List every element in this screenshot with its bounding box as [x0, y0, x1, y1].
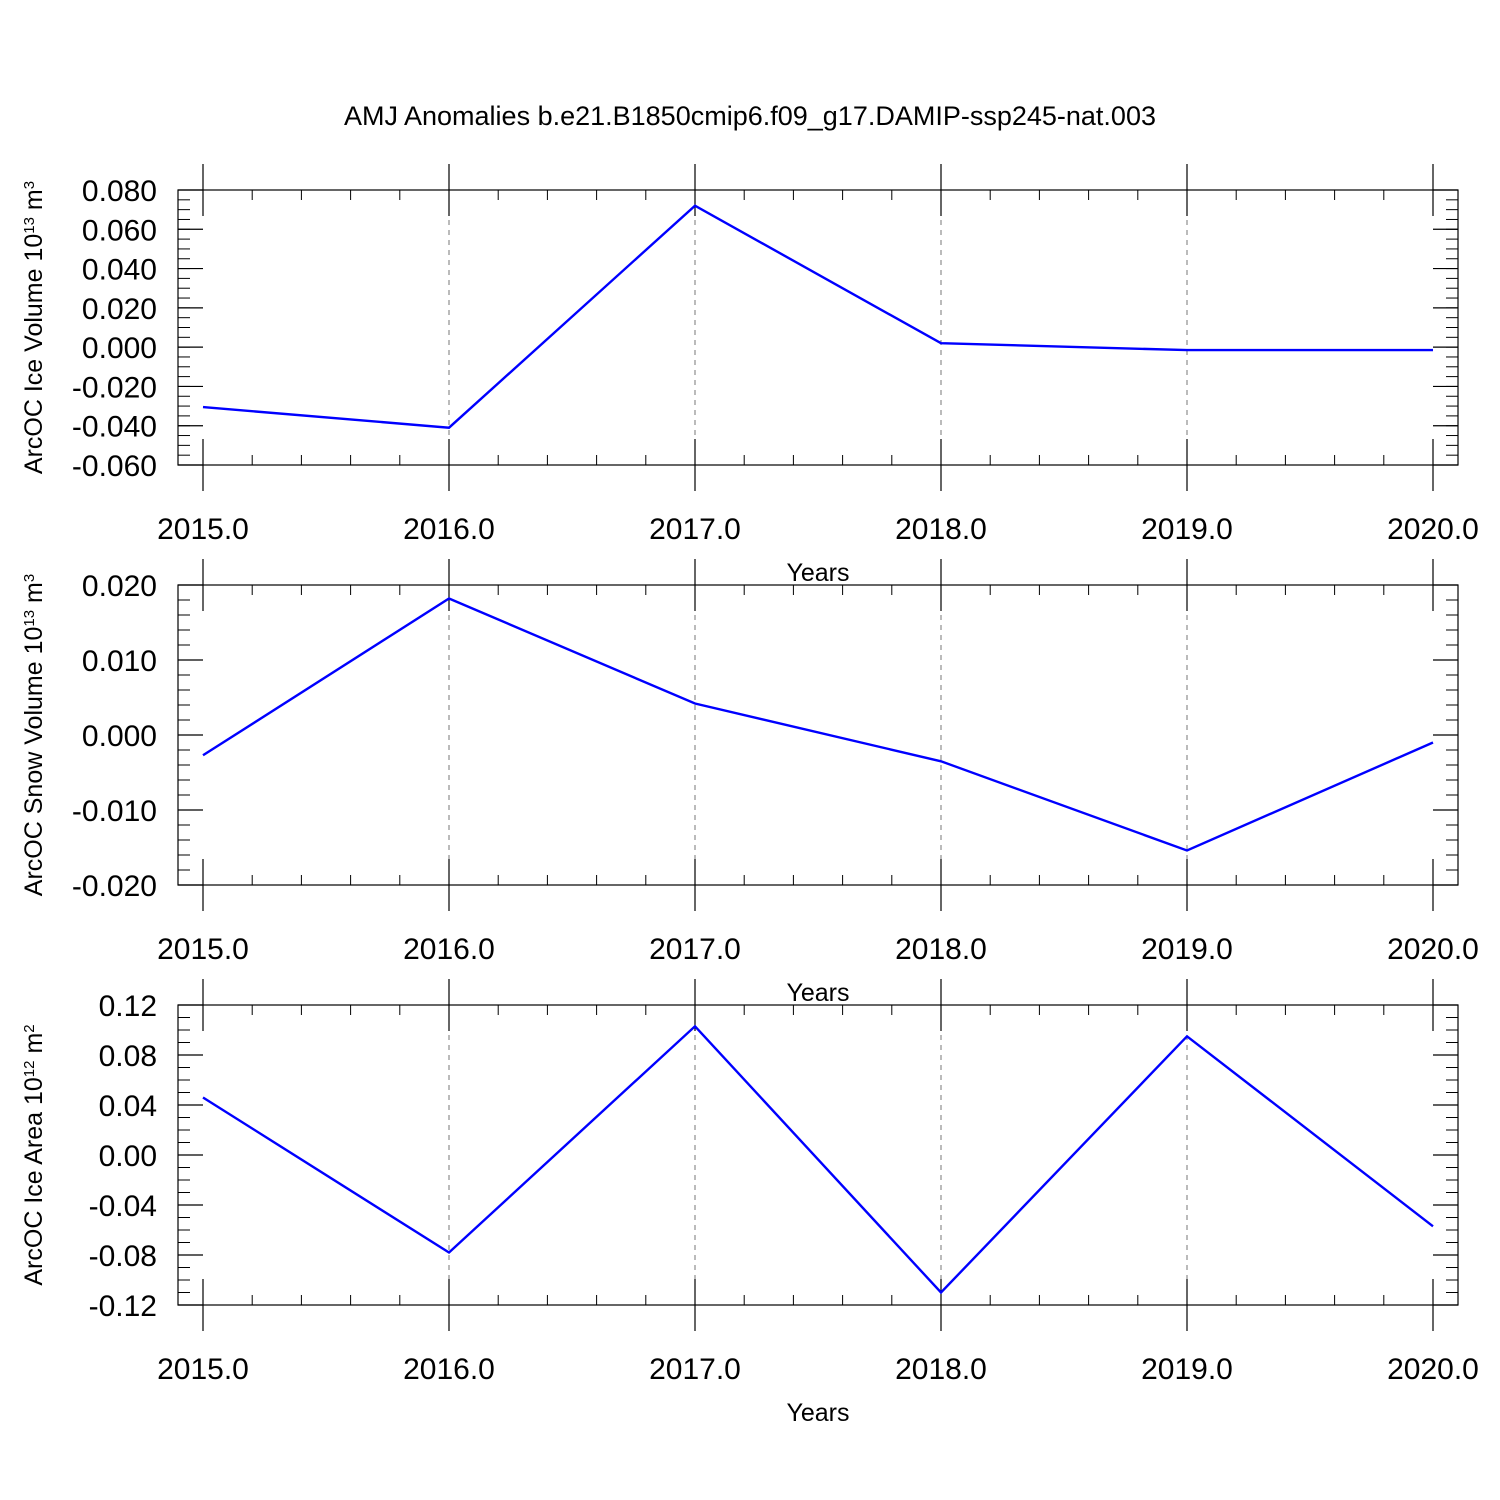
y-tick-label: 0.08 [99, 1040, 157, 1073]
y-axis-label-text: m [20, 189, 48, 217]
y-tick-label: 0.020 [82, 570, 157, 603]
series-line [202, 597, 1434, 852]
x-tick-label: 2019.0 [1141, 513, 1233, 546]
y-tick-label: 0.020 [82, 293, 157, 326]
y-axis-label-superscript: 13 [21, 217, 38, 234]
x-tick-label: 2020.0 [1387, 1353, 1479, 1386]
y-tick-label: 0.080 [82, 175, 157, 208]
x-axis-label: Years [786, 559, 849, 587]
x-tick-label: 2018.0 [895, 933, 987, 966]
x-tick-label: 2017.0 [649, 1353, 741, 1386]
figure-title: AMJ Anomalies b.e21.B1850cmip6.f09_g17.D… [344, 101, 1156, 131]
y-tick-label: -0.010 [72, 795, 157, 828]
y-axis-label-text: m [20, 1033, 48, 1061]
y-tick-label: 0.12 [99, 990, 157, 1023]
y-axis-label-text: ArcOC Snow Volume 10 [20, 627, 48, 897]
y-axis-label-superscript: 2 [21, 1024, 38, 1032]
y-axis-label-superscript: 3 [21, 574, 38, 582]
x-tick-label: 2016.0 [403, 1353, 495, 1386]
y-axis-label: ArcOC Snow Volume 1013 m3 [20, 574, 48, 896]
series-line [202, 204, 1433, 429]
y-tick-label: 0.060 [82, 214, 157, 247]
y-axis-label: ArcOC Ice Volume 1013 m3 [20, 181, 48, 474]
y-axis-label-superscript: 13 [21, 610, 38, 627]
y-axis-label-superscript: 3 [21, 181, 38, 189]
panel-2: 2015.0 2016.0 2017.0 2018.0 2019.0 2020.0 -0.0… [20, 559, 1479, 1007]
y-tick-label: -0.12 [89, 1290, 157, 1323]
x-axis-label: Years [786, 979, 849, 1007]
y-axis-label-superscript: 12 [21, 1061, 38, 1078]
x-tick-label: 2018.0 [895, 1353, 987, 1386]
x-axis-label: Years [786, 1399, 849, 1427]
series-line [202, 1024, 1434, 1295]
y-axis-label-text: ArcOC Ice Area 10 [20, 1077, 48, 1285]
y-tick-label: 0.010 [82, 645, 157, 678]
y-tick-label: 0.000 [82, 720, 157, 753]
y-tick-label: 0.040 [82, 254, 157, 287]
y-tick-label: -0.04 [89, 1190, 157, 1223]
y-axis-label-text: m [20, 582, 48, 610]
y-tick-label: 0.000 [82, 332, 157, 365]
y-tick-label: 0.00 [99, 1140, 157, 1173]
y-tick-label: -0.020 [72, 870, 157, 903]
x-tick-label: 2015.0 [157, 513, 249, 546]
y-axis-label: ArcOC Ice Area 1012 m2 [20, 1024, 48, 1285]
x-tick-label: 2019.0 [1141, 1353, 1233, 1386]
x-tick-label: 2015.0 [157, 933, 249, 966]
panel-3: 2015.0 2016.0 2017.0 2018.0 2019.0 2020.0 -0.1… [20, 979, 1479, 1427]
panels: 2015.0 2016.0 2017.0 2018.0 2019.0 2020.0 -0.0… [20, 164, 1479, 1427]
panel-1: 2015.0 2016.0 2017.0 2018.0 2019.0 2020.0 -0.0… [20, 164, 1479, 587]
x-tick-label: 2016.0 [403, 933, 495, 966]
y-axis-label-text: ArcOC Ice Volume 10 [20, 234, 48, 474]
x-tick-label: 2015.0 [157, 1353, 249, 1386]
x-tick-label: 2017.0 [649, 933, 741, 966]
x-tick-label: 2016.0 [403, 513, 495, 546]
x-tick-label: 2018.0 [895, 513, 987, 546]
x-tick-label: 2020.0 [1387, 513, 1479, 546]
y-tick-label: -0.060 [72, 450, 157, 483]
x-tick-label: 2017.0 [649, 513, 741, 546]
y-tick-label: 0.04 [99, 1090, 157, 1123]
x-tick-label: 2020.0 [1387, 933, 1479, 966]
y-tick-label: -0.040 [72, 411, 157, 444]
x-tick-label: 2019.0 [1141, 933, 1233, 966]
y-tick-label: -0.020 [72, 371, 157, 404]
y-tick-label: -0.08 [89, 1240, 157, 1273]
